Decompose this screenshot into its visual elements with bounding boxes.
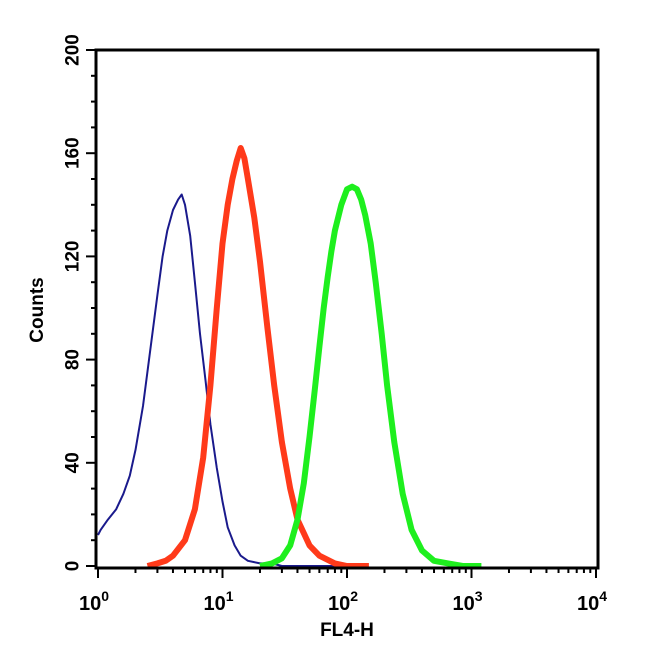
- y-axis-title: Counts: [27, 277, 48, 342]
- series-green-line: [259, 183, 482, 569]
- x-tick-label: 103: [452, 588, 482, 615]
- y-tick-label: 200: [63, 34, 84, 66]
- x-axis-title: FL4-H: [320, 620, 374, 641]
- y-tick-label: 80: [63, 349, 84, 370]
- y-ticks: [86, 49, 96, 567]
- series-group: [97, 145, 482, 569]
- x-ticks: [97, 568, 597, 578]
- y-tick-label: 0: [63, 561, 84, 572]
- series-red-line: [146, 145, 369, 569]
- x-tick-label: 102: [328, 588, 358, 615]
- series-blue-line: [97, 193, 347, 567]
- plot-frame: [94, 48, 600, 570]
- x-tick-labels: 100 101 102 103 104: [79, 588, 607, 615]
- y-tick-labels: 0 40 80 120 160 200: [63, 34, 84, 571]
- y-tick-label: 120: [63, 241, 84, 273]
- x-tick-label: 101: [203, 588, 233, 615]
- x-tick-label: 104: [577, 588, 607, 615]
- y-tick-label: 40: [63, 452, 84, 473]
- x-tick-label: 100: [79, 588, 109, 615]
- y-tick-label: 160: [63, 137, 84, 169]
